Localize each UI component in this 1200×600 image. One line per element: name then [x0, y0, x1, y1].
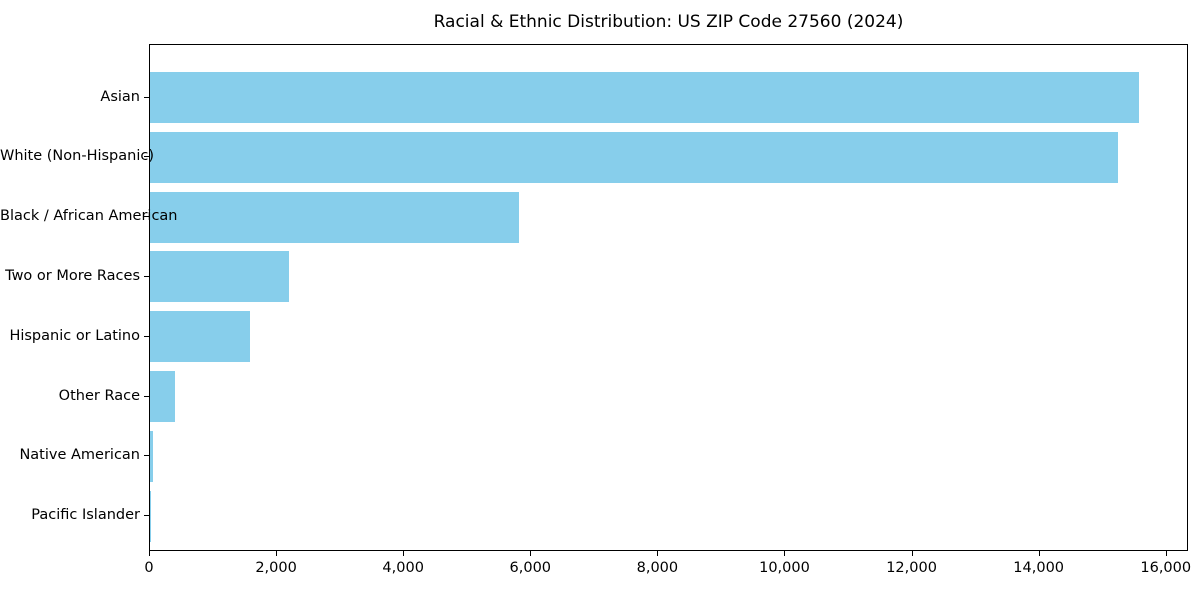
x-tick-label: 2,000 — [255, 560, 297, 576]
bar-white-non-hispanic — [150, 131, 1119, 183]
y-tick-mark — [144, 96, 149, 98]
x-tick-mark — [784, 551, 786, 556]
bar-two-or-more-races — [150, 251, 289, 303]
x-tick-mark — [403, 551, 405, 556]
bar-other-race — [150, 371, 176, 422]
x-tick-mark — [1165, 551, 1167, 556]
x-tick-mark — [911, 551, 913, 556]
y-tick-mark — [144, 455, 149, 457]
x-tick-mark — [1038, 551, 1040, 556]
bar-pacific-islander — [150, 490, 152, 542]
x-tick-mark — [657, 551, 659, 556]
chart-title: Racial & Ethnic Distribution: US ZIP Cod… — [433, 12, 904, 32]
y-tick-mark — [144, 275, 149, 277]
y-tick-label: Two or More Races — [5, 267, 140, 284]
x-tick-label: 14,000 — [1013, 560, 1065, 576]
x-tick-label: 6,000 — [509, 560, 552, 576]
y-tick-label: Hispanic or Latino — [9, 327, 140, 344]
y-tick-label: Other Race — [58, 387, 140, 404]
y-tick-mark — [144, 335, 149, 337]
y-tick-label: Asian — [100, 88, 140, 105]
bar-black-african-american — [150, 191, 520, 243]
x-tick-mark — [149, 551, 150, 556]
plot-area — [149, 44, 1188, 551]
bar-hispanic-or-latino — [150, 311, 251, 363]
bar-native-american — [150, 430, 154, 482]
y-tick-mark — [144, 156, 149, 158]
x-tick-label: 4,000 — [382, 560, 424, 576]
y-tick-label: Native American — [19, 447, 140, 464]
y-tick-label: Black / African American — [0, 208, 178, 225]
bar-asian — [150, 72, 1140, 123]
y-tick-mark — [144, 216, 149, 218]
x-tick-label: 8,000 — [636, 560, 679, 576]
y-tick-mark — [144, 515, 149, 517]
x-tick-mark — [530, 551, 532, 556]
x-tick-label: 12,000 — [886, 560, 937, 576]
y-tick-label: Pacific Islander — [31, 507, 140, 524]
x-tick-label: 10,000 — [759, 560, 810, 576]
y-tick-mark — [144, 395, 149, 397]
x-tick-label: 0 — [144, 560, 154, 576]
y-tick-label: White (Non-Hispanic) — [0, 148, 154, 165]
x-tick-mark — [276, 551, 278, 556]
x-tick-label: 16,000 — [1140, 560, 1192, 576]
